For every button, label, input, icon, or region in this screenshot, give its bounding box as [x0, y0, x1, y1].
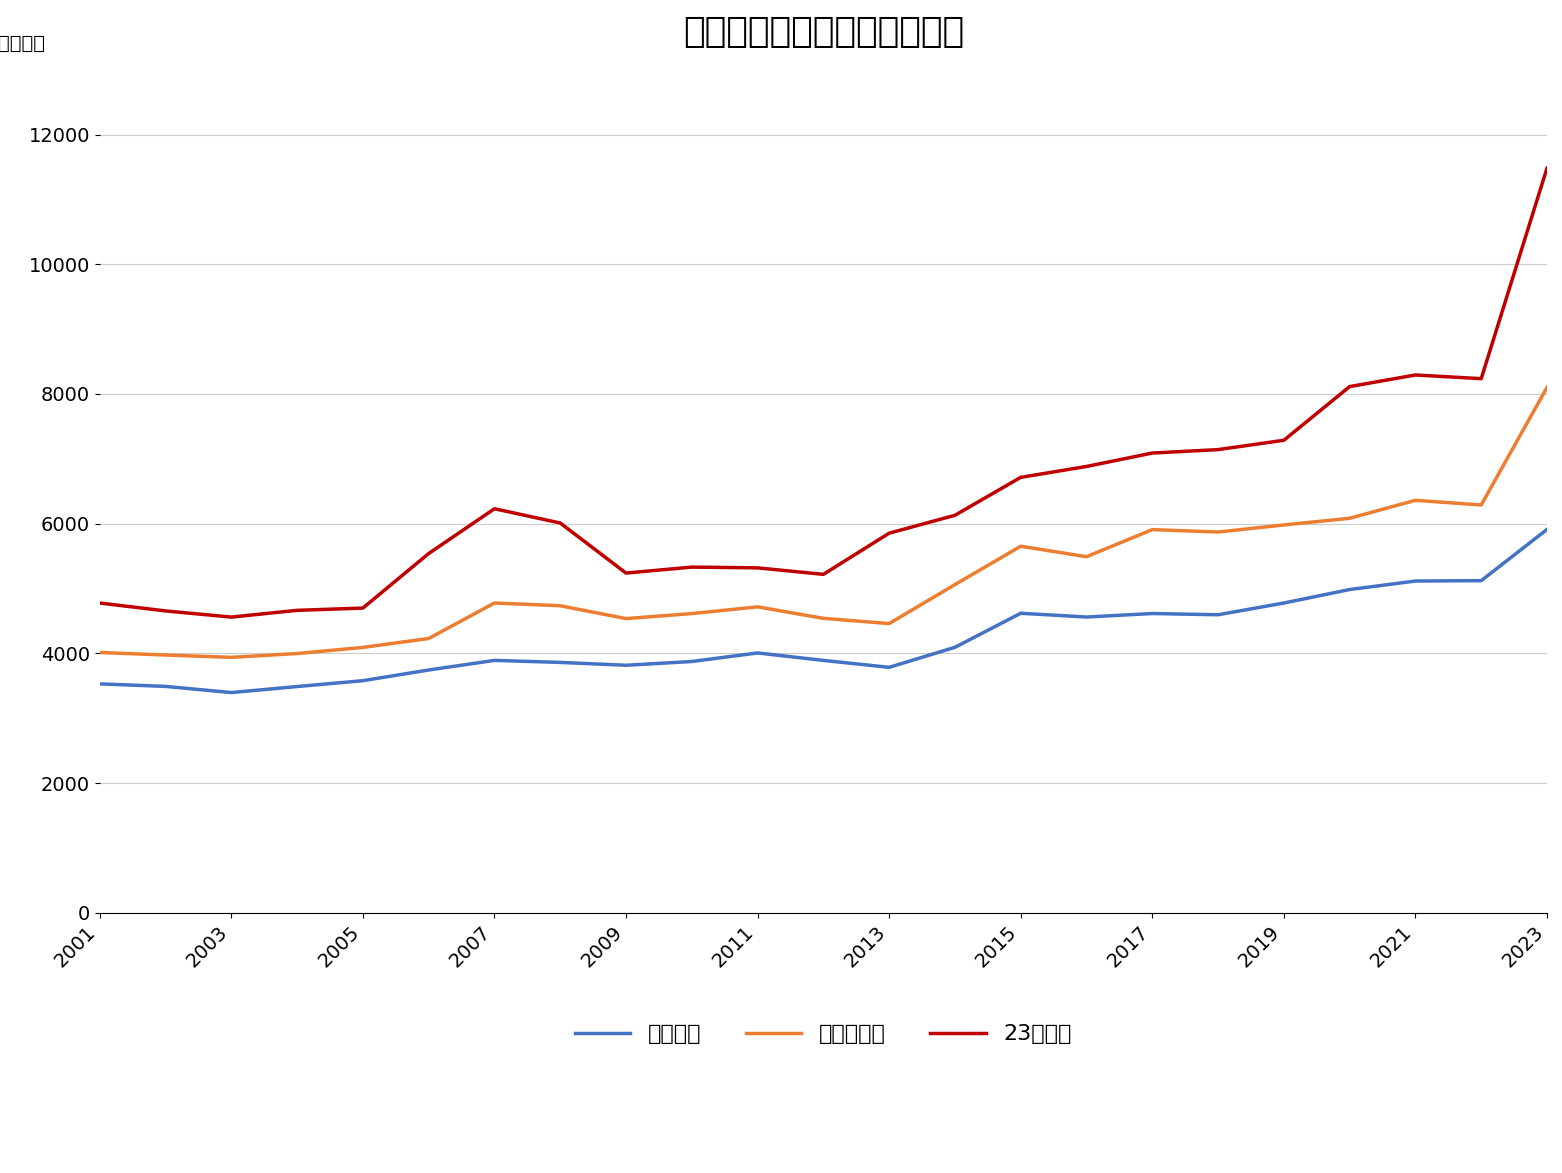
23区平均 — [617, 567, 636, 581]
23区平均 — [91, 596, 109, 610]
全国平均 — [551, 656, 570, 670]
全国平均 — [222, 685, 241, 699]
全国平均 — [814, 653, 833, 667]
首都圏平均 — [222, 650, 241, 664]
23区平均 — [748, 561, 767, 575]
全国平均 — [748, 646, 767, 660]
23区平均 — [879, 527, 898, 541]
首都圏平均 — [1340, 511, 1359, 526]
首都圏平均 — [1011, 540, 1029, 554]
首都圏平均 — [617, 611, 636, 625]
首都圏平均 — [287, 646, 306, 660]
全国平均 — [91, 677, 109, 691]
23区平均 — [1143, 446, 1162, 460]
23区平均 — [1340, 380, 1359, 394]
首都圏平均 — [1537, 380, 1556, 394]
全国平均 — [1011, 606, 1029, 621]
全国平均 — [1406, 574, 1425, 588]
全国平均 — [683, 655, 701, 669]
23区平均 — [1471, 372, 1490, 386]
全国平均 — [1471, 574, 1490, 588]
首都圏平均 — [486, 596, 505, 610]
23区平均 — [1209, 442, 1228, 456]
全国平均 — [617, 658, 636, 672]
首都圏平均 — [945, 577, 964, 591]
23区平均 — [945, 508, 964, 522]
全国平均 — [419, 663, 437, 677]
首都圏平均 — [353, 640, 372, 655]
Line: 首都圏平均: 首都圏平均 — [100, 387, 1546, 657]
23区平均 — [419, 547, 437, 561]
Line: 全国平均: 全国平均 — [100, 529, 1546, 692]
全国平均 — [486, 653, 505, 667]
首都圏平均 — [1275, 518, 1293, 533]
Title: 新築分譲マンション価格推移: 新築分譲マンション価格推移 — [683, 15, 964, 49]
全国平均 — [287, 679, 306, 693]
23区平均 — [1011, 470, 1029, 484]
23区平均 — [486, 502, 505, 516]
首都圏平均 — [91, 645, 109, 659]
首都圏平均 — [551, 598, 570, 612]
23区平均 — [683, 560, 701, 574]
全国平均 — [879, 660, 898, 674]
首都圏平均 — [879, 617, 898, 631]
全国平均 — [1143, 606, 1162, 621]
23区平均 — [814, 568, 833, 582]
全国平均 — [1340, 583, 1359, 597]
全国平均 — [1078, 610, 1097, 624]
23区平均 — [1078, 460, 1097, 474]
全国平均 — [156, 679, 175, 693]
首都圏平均 — [683, 606, 701, 621]
23区平均 — [222, 610, 241, 624]
Text: （万円）: （万円） — [0, 34, 45, 53]
Line: 23区平均: 23区平均 — [100, 168, 1546, 617]
首都圏平均 — [1406, 494, 1425, 508]
首都圏平均 — [1209, 526, 1228, 540]
全国平均 — [1275, 596, 1293, 610]
23区平均 — [551, 516, 570, 530]
23区平均 — [1406, 368, 1425, 382]
首都圏平均 — [156, 647, 175, 662]
首都圏平均 — [1078, 550, 1097, 564]
全国平均 — [1209, 608, 1228, 622]
全国平均 — [353, 673, 372, 687]
首都圏平均 — [419, 631, 437, 645]
23区平均 — [353, 601, 372, 615]
首都圏平均 — [1471, 499, 1490, 513]
23区平均 — [156, 604, 175, 618]
首都圏平均 — [1143, 523, 1162, 537]
首都圏平均 — [748, 599, 767, 613]
全国平均 — [1537, 522, 1556, 536]
首都圏平均 — [814, 611, 833, 625]
Legend: 全国平均, 首都圏平均, 23区平均: 全国平均, 首都圏平均, 23区平均 — [565, 1016, 1081, 1053]
23区平均 — [1275, 433, 1293, 447]
全国平均 — [945, 640, 964, 655]
23区平均 — [1537, 161, 1556, 175]
23区平均 — [287, 603, 306, 617]
